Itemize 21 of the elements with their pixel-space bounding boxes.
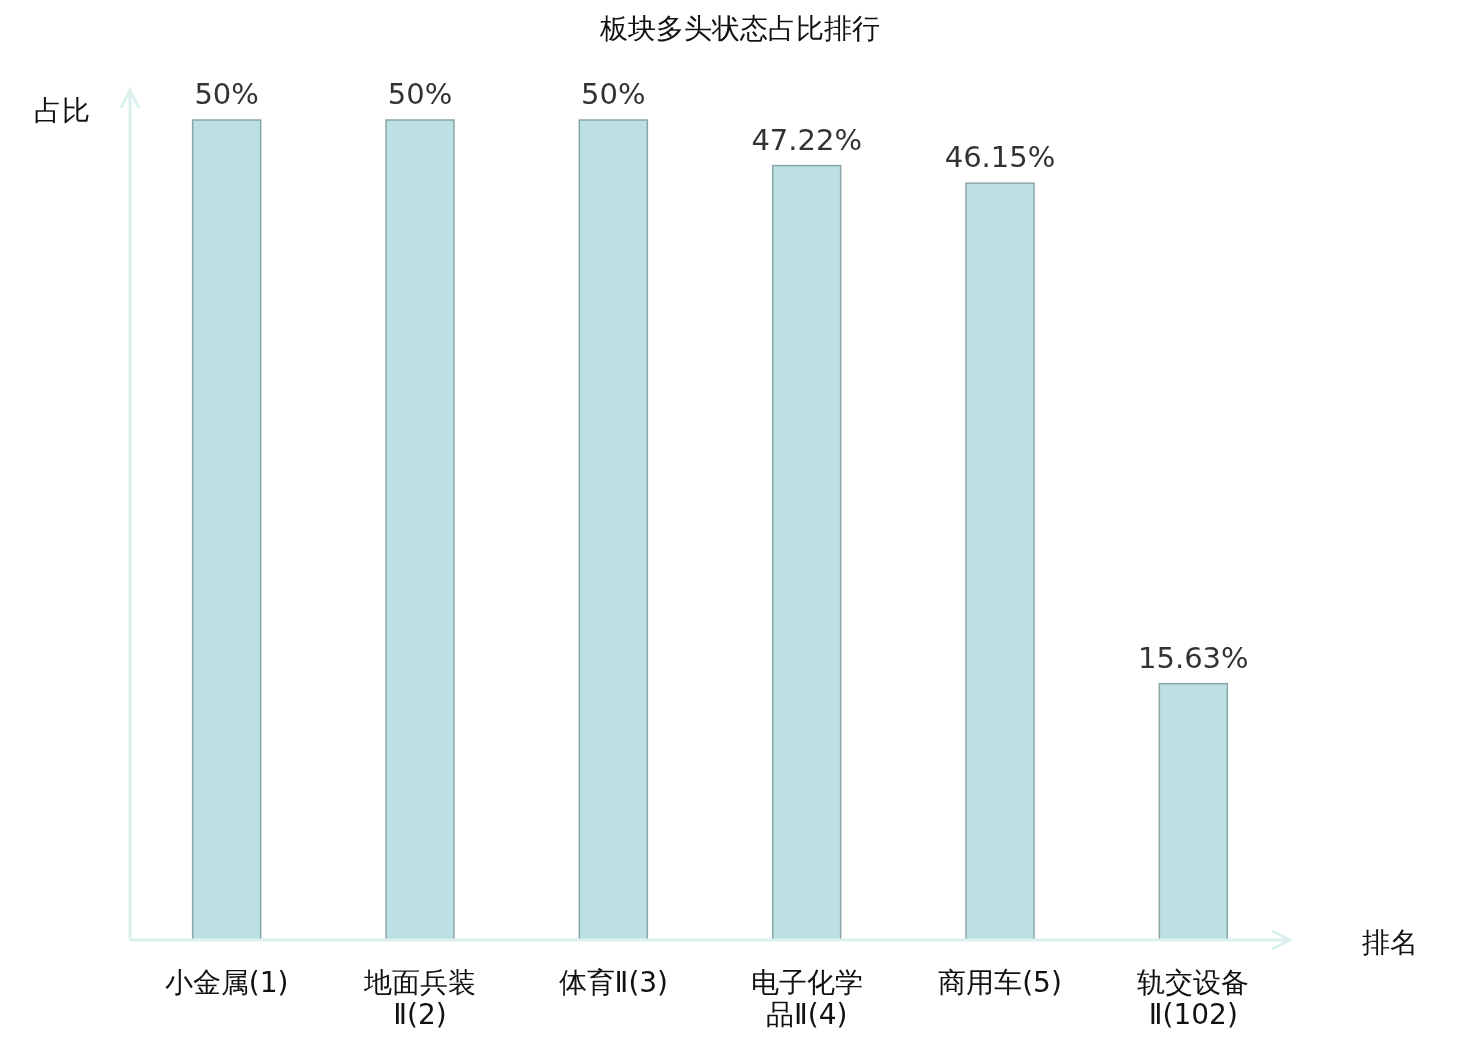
x-tick-label: 小金属(1) (164, 966, 289, 999)
data-label: 50% (581, 77, 646, 111)
bar (1158, 682, 1229, 941)
data-label: 15.63% (1138, 640, 1249, 675)
chart-title: 板块多头状态占比排行 (599, 12, 880, 45)
data-label: 50% (194, 77, 259, 111)
x-axis-title: 排名 (1362, 926, 1418, 959)
y-axis-title: 占比 (34, 94, 90, 127)
data-label: 46.15% (944, 140, 1056, 175)
data-label: 47.22% (751, 122, 862, 157)
x-tick-label: 地面兵装Ⅱ(2) (363, 966, 476, 1031)
data-label: 50% (387, 77, 453, 111)
bar (191, 119, 262, 941)
bar (965, 182, 1035, 941)
bar (578, 119, 649, 941)
bar (385, 119, 455, 941)
x-tick-label: 商用车(5) (938, 966, 1062, 999)
x-tick-label: 电子化学品Ⅱ(4) (750, 966, 863, 1031)
bar (771, 164, 842, 941)
x-tick-label: 轨交设备Ⅱ(102) (1137, 966, 1250, 1031)
x-tick-label: 体育Ⅱ(3) (558, 966, 669, 999)
